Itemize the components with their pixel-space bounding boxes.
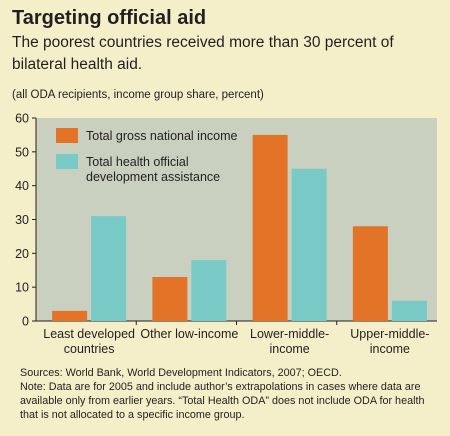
chart-title: Targeting official aid xyxy=(12,7,207,29)
bar-s1-c3 xyxy=(391,300,427,321)
bar-s0-c1 xyxy=(152,277,188,321)
y-tick-label: 40 xyxy=(15,179,29,193)
bar-s1-c1 xyxy=(191,260,227,321)
y-tick-label: 30 xyxy=(15,213,29,227)
legend-label-1: development assistance xyxy=(86,170,220,184)
x-category-label: Least developed xyxy=(43,327,135,341)
y-tick-label: 60 xyxy=(15,112,29,126)
x-category-label: Other low-income xyxy=(140,327,238,341)
y-tick-label: 10 xyxy=(15,281,29,295)
x-category-label: countries xyxy=(64,342,115,356)
bar-s0-c0 xyxy=(52,310,88,321)
sources-block: Sources: World Bank, World Development I… xyxy=(12,366,440,422)
bar-s1-c2 xyxy=(291,168,327,321)
legend-swatch-1 xyxy=(56,154,78,169)
x-category-label: Lower-middle- xyxy=(250,327,329,341)
note-text: Note: Data are for 2005 and include auth… xyxy=(20,381,425,421)
sources-text: Sources: World Bank, World Development I… xyxy=(20,367,342,379)
bar-s0-c3 xyxy=(352,226,388,321)
y-tick-label: 20 xyxy=(15,247,29,261)
legend-label-0: Total gross national income xyxy=(86,129,238,143)
x-category-label: income xyxy=(370,342,410,356)
x-category-label: Upper-middle- xyxy=(350,327,429,341)
units-note: (all ODA recipients, income group share,… xyxy=(12,89,264,101)
bar-s1-c0 xyxy=(91,216,127,321)
x-category-label: income xyxy=(269,342,309,356)
legend-swatch-0 xyxy=(56,128,78,143)
chart-subtitle: The poorest countries received more than… xyxy=(12,34,394,73)
y-tick-label: 0 xyxy=(22,315,29,329)
y-tick-label: 50 xyxy=(15,145,29,159)
bar-s0-c2 xyxy=(252,134,288,321)
legend-label-1: Total health official xyxy=(86,155,189,169)
chart-area: 0 10 20 30 40 50 60 Least developed countries Oth… xyxy=(0,108,450,358)
